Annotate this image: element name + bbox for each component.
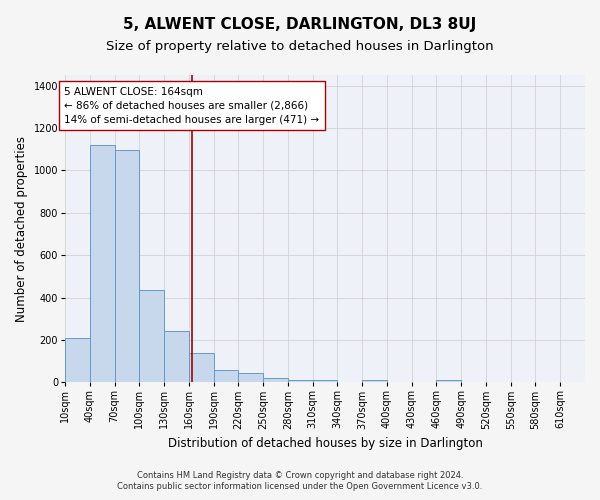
Bar <box>214 370 238 382</box>
Bar <box>90 145 115 382</box>
Bar <box>65 338 90 382</box>
X-axis label: Distribution of detached houses by size in Darlington: Distribution of detached houses by size … <box>167 437 482 450</box>
Bar <box>115 150 139 382</box>
Text: 5 ALWENT CLOSE: 164sqm
← 86% of detached houses are smaller (2,866)
14% of semi-: 5 ALWENT CLOSE: 164sqm ← 86% of detached… <box>64 86 319 124</box>
Text: 5, ALWENT CLOSE, DARLINGTON, DL3 8UJ: 5, ALWENT CLOSE, DARLINGTON, DL3 8UJ <box>124 18 476 32</box>
Bar <box>313 380 337 382</box>
Bar <box>436 380 461 382</box>
Bar <box>238 373 263 382</box>
Bar <box>164 332 189 382</box>
Bar <box>139 290 164 382</box>
Bar <box>362 380 387 382</box>
Bar <box>263 378 288 382</box>
Bar <box>189 352 214 382</box>
Bar <box>288 380 313 382</box>
Text: Contains public sector information licensed under the Open Government Licence v3: Contains public sector information licen… <box>118 482 482 491</box>
Text: Contains HM Land Registry data © Crown copyright and database right 2024.: Contains HM Land Registry data © Crown c… <box>137 471 463 480</box>
Text: Size of property relative to detached houses in Darlington: Size of property relative to detached ho… <box>106 40 494 53</box>
Y-axis label: Number of detached properties: Number of detached properties <box>15 136 28 322</box>
